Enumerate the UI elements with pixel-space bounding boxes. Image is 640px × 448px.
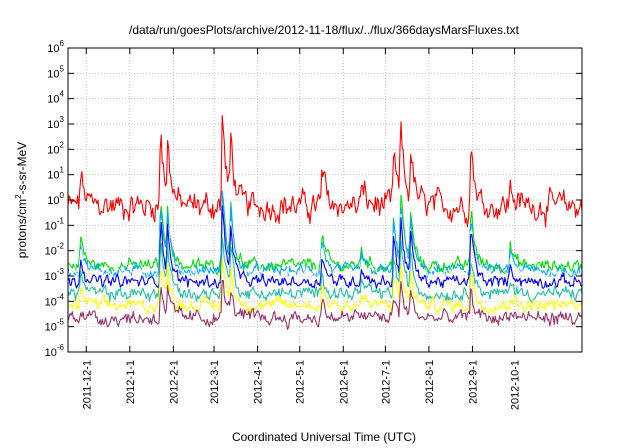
y-axis-tick-labels: 10-6 10-5 10-4 10-3 10-2 10-1 100 101 102 103 104 1… — [45, 39, 65, 359]
flux-series-5 — [67, 204, 583, 289]
axis-ticks — [68, 47, 582, 353]
x-tick-label: 2012-2-1 — [168, 360, 180, 404]
x-axis-label: Coordinated Universal Time (UTC) — [232, 430, 416, 444]
x-tick-label: 2012-3-1 — [209, 360, 221, 404]
chart-title: /data/run/goesPlots/archive/2012-11-18/f… — [129, 23, 520, 37]
y-tick-label: 105 — [47, 64, 64, 80]
x-tick-label: 2012-1-1 — [125, 360, 137, 404]
flux-series-3 — [67, 190, 583, 280]
x-tick-label: 2012-10-1 — [510, 360, 522, 410]
y-tick-label: 102 — [47, 140, 64, 156]
y-tick-label: 103 — [47, 115, 64, 131]
x-tick-label: 2012-5-1 — [295, 360, 307, 404]
y-tick-label: 104 — [47, 90, 64, 106]
y-tick-label: 100 — [47, 191, 64, 207]
y-tick-label: 10-4 — [45, 292, 65, 308]
y-tick-label: 106 — [47, 39, 64, 55]
x-tick-label: 2012-6-1 — [338, 360, 350, 404]
y-tick-label: 10-1 — [45, 216, 65, 232]
y-axis-label: protons/cm2-s-sr-MeV — [14, 142, 29, 258]
data-series — [67, 114, 583, 330]
x-tick-label: 2012-7-1 — [380, 360, 392, 404]
flux-series-6 — [67, 237, 583, 303]
y-tick-label: 101 — [47, 166, 64, 182]
x-tick-label: 2012-4-1 — [253, 360, 265, 404]
x-tick-label: 2011-12-1 — [81, 360, 93, 409]
flux-series-4 — [67, 209, 583, 284]
y-tick-label: 10-5 — [45, 318, 65, 334]
flux-series-2 — [67, 194, 583, 278]
x-tick-label: 2012-8-1 — [424, 360, 436, 404]
y-tick-label: 10-2 — [45, 242, 65, 258]
flux-series-1 — [67, 114, 583, 228]
x-tick-label: 2012-9-1 — [467, 360, 479, 404]
flux-series-7 — [67, 258, 583, 315]
y-tick-label: 10-3 — [45, 267, 65, 283]
x-axis-tick-labels: 2011-12-1 2012-1-1 2012-2-1 2012-3-1 2012-4-… — [81, 360, 521, 410]
flux-series-8 — [67, 279, 583, 330]
y-tick-label: 10-6 — [45, 343, 65, 359]
